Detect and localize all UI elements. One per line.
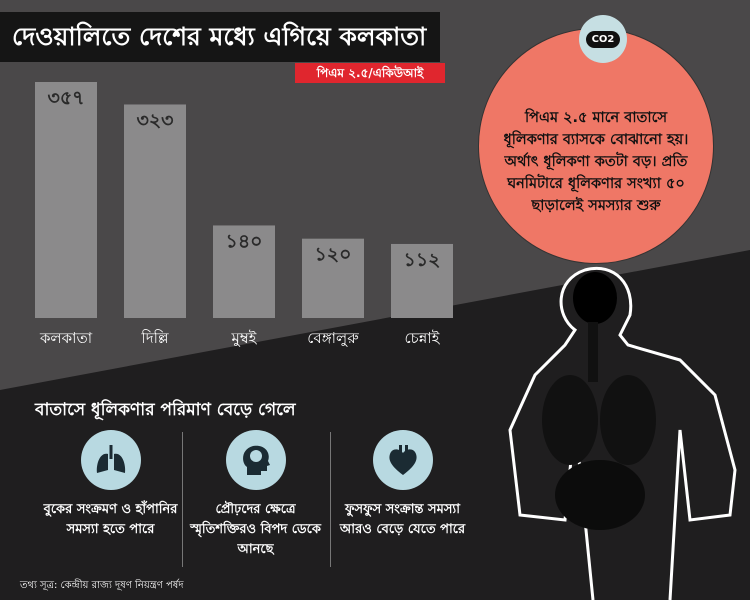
effect-item: ফুসফুস সংক্রান্ত সমস্যা আরও বেড়ে যেতে প…: [330, 430, 475, 540]
info-circle: পিএম ২.৫ মানে বাতাসে ধূলিকণার ব্যাসকে বো…: [478, 28, 714, 264]
intestines-illustration: [555, 460, 645, 530]
bar: [124, 104, 186, 318]
co2-badge: CO2: [585, 30, 621, 48]
divider: [182, 432, 183, 567]
bar-value-label: ১৪০: [225, 230, 262, 252]
effect-text: প্রৌঢ়দের ক্ষেত্রে স্মৃতিশক্তিরও বিপদ ডে…: [190, 502, 321, 557]
lungs-icon: [80, 430, 141, 490]
bar-chart: ৩৫৭ কলকাতা ৩২৩ দিল্লি ১৪০ মুম্বই ১২০ বেঙ্গালুরু…: [35, 82, 453, 347]
effects-heading: বাতাসে ধূলিকণার পরিমাণ বেড়ে গেলে: [35, 400, 296, 420]
bar: [213, 225, 275, 318]
page-title: দেওয়ালিতে দেশের মধ্যে এগিয়ে কলকাতা: [0, 12, 440, 62]
source-note: তথ্য সূত্র: কেন্দ্রীয় রাজ্য দূষণ নিয়ন্…: [20, 580, 184, 591]
brain-head-icon: [225, 430, 286, 490]
divider: [330, 432, 331, 567]
category-label: কলকাতা: [39, 329, 93, 347]
bar-value-label: ৩৫৭: [47, 87, 84, 109]
category-label: বেঙ্গালুরু: [307, 329, 359, 347]
bar-value-label: ১২০: [314, 244, 351, 266]
category-label: চেন্নাই: [405, 329, 441, 347]
category-label: মুম্বই: [231, 329, 258, 347]
info-text: পিএম ২.৫ মানে বাতাসে ধূলিকণার ব্যাসকে বো…: [503, 110, 689, 214]
bar: [35, 82, 97, 318]
lungs-illustration: [542, 375, 598, 465]
co2-cloud-icon: CO2: [579, 15, 627, 63]
category-label: দিল্লি: [140, 329, 168, 347]
bar-value-label: ১১২: [403, 249, 440, 271]
heart-icon: [372, 430, 433, 490]
effect-item: বুকের সংক্রমণ ও হাঁপানির সমস্যা হতে পারে: [38, 430, 183, 540]
bar: [302, 238, 364, 318]
bar: [391, 243, 453, 318]
unit-label: পিএম ২.৫/একিউআই: [295, 63, 445, 83]
effect-text: বুকের সংক্রমণ ও হাঁপানির সমস্যা হতে পারে: [43, 502, 178, 537]
effect-item: প্রৌঢ়দের ক্ষেত্রে স্মৃতিশক্তিরও বিপদ ডে…: [183, 430, 328, 560]
bar-value-label: ৩২৩: [136, 109, 173, 131]
effect-text: ফুসফুস সংক্রান্ত সমস্যা আরও বেড়ে যেতে প…: [339, 502, 466, 537]
